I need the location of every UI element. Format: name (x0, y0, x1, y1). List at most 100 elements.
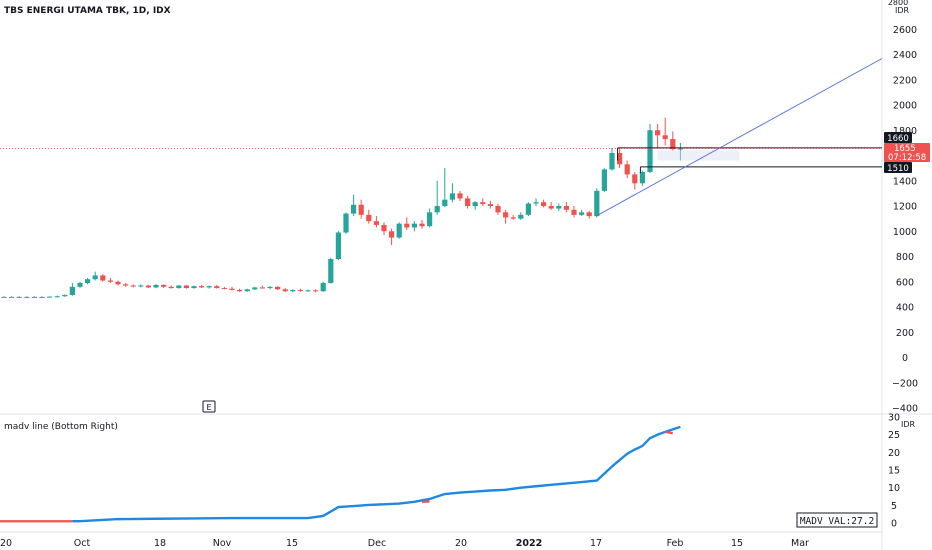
candle-body (130, 285, 136, 287)
candle-body (100, 275, 106, 281)
candle-body (328, 259, 334, 284)
candle (617, 147, 623, 169)
candle (16, 296, 22, 298)
time-tick-label: Oct (74, 538, 91, 549)
candle-body (54, 296, 60, 298)
candle (115, 280, 121, 286)
candle-body (548, 206, 554, 209)
candle-body (237, 289, 243, 292)
price-tick-label: 2400 (893, 50, 917, 61)
price-axis[interactable]: 2600240022002000180016001400120010008006… (888, 0, 918, 415)
time-tick-label: 15 (731, 538, 743, 549)
candle (480, 198, 486, 206)
candle (411, 221, 417, 232)
candle-body (662, 135, 668, 140)
candle-body (9, 296, 15, 298)
madv-line-series (0, 425, 681, 523)
candle (351, 194, 357, 217)
candle-body (541, 202, 547, 206)
price-tick-label: 2800 (888, 0, 908, 7)
candle-body (404, 223, 410, 228)
candle (495, 203, 501, 215)
candle (624, 160, 630, 179)
candle-body (282, 289, 288, 292)
candle-body (624, 164, 630, 175)
candle (92, 271, 98, 281)
candle-body (449, 193, 455, 200)
candle (601, 168, 607, 193)
candle-body (563, 206, 569, 210)
candle (533, 198, 539, 206)
price-tick-label: 2600 (893, 25, 917, 36)
candle (457, 190, 463, 201)
candle-body (77, 283, 83, 287)
candle (85, 277, 91, 285)
candle-body (670, 139, 676, 150)
candle-body (533, 202, 539, 204)
time-tick-label: Dec (368, 538, 386, 549)
madv-value-label: MADV VAL:27.2 (800, 516, 874, 527)
candle-body (594, 190, 600, 217)
candle (442, 168, 448, 208)
candle (518, 212, 524, 220)
candle (275, 286, 281, 290)
indicator-tick-label: 5 (891, 501, 897, 512)
candle-body (123, 284, 129, 286)
candle-body (579, 212, 585, 215)
indicator-title[interactable]: madv line (Bottom Right) (4, 422, 118, 432)
candle-body (351, 204, 357, 214)
candle (427, 208, 433, 228)
price-tick-label: 800 (896, 252, 914, 263)
indicator-axis[interactable]: 30 25 20 15 10 5 0 (888, 413, 900, 530)
candle (647, 123, 653, 174)
time-axis[interactable]: 20 Oct 18 Nov 15 Dec 20 2022 17 Feb 15 Mar (0, 538, 809, 549)
candle (39, 296, 45, 298)
candle (472, 200, 478, 210)
candle-body (62, 295, 68, 297)
candle (313, 289, 319, 293)
candle-body (525, 203, 531, 215)
indicator-tick-label: 10 (888, 483, 900, 494)
candle-body (677, 148, 683, 150)
candle (259, 285, 265, 289)
price-tick-label: −400 (892, 404, 918, 415)
price-tick-label: 1800 (893, 126, 917, 137)
indicator-tick-label: 20 (888, 448, 900, 459)
horizontal-levels (617, 147, 882, 174)
indicator-tick-label: 0 (891, 519, 897, 530)
candle-body (487, 204, 493, 206)
candle-body (632, 174, 638, 184)
candle-body (457, 193, 463, 199)
candle (655, 123, 661, 148)
candle-body (373, 221, 379, 225)
candle-body (24, 296, 30, 298)
candle (343, 212, 349, 234)
candle (639, 170, 645, 186)
candle (100, 274, 106, 282)
candle-body (335, 232, 341, 260)
candle-body (381, 224, 387, 232)
candle-body (601, 169, 607, 191)
candle (305, 289, 311, 292)
candle (320, 281, 326, 292)
last-price-value: 1655 (894, 144, 916, 154)
candle (176, 284, 182, 289)
candle-body (267, 286, 273, 289)
candle (183, 284, 189, 289)
earnings-event-marker[interactable]: E (202, 400, 216, 413)
candle (419, 219, 425, 229)
svg-text:E: E (206, 403, 211, 412)
candle (138, 284, 144, 288)
time-tick-label: 17 (590, 538, 602, 549)
candle-body (39, 296, 45, 298)
candle (510, 214, 516, 220)
candle-body (92, 275, 98, 280)
time-tick-label: 18 (154, 538, 166, 549)
time-tick-label: 15 (286, 538, 298, 549)
candle-body (609, 152, 615, 170)
price-tick-label: −200 (892, 378, 918, 389)
trendline[interactable] (595, 58, 883, 217)
candle (571, 206, 577, 218)
candle (244, 288, 250, 292)
candle (556, 203, 562, 212)
